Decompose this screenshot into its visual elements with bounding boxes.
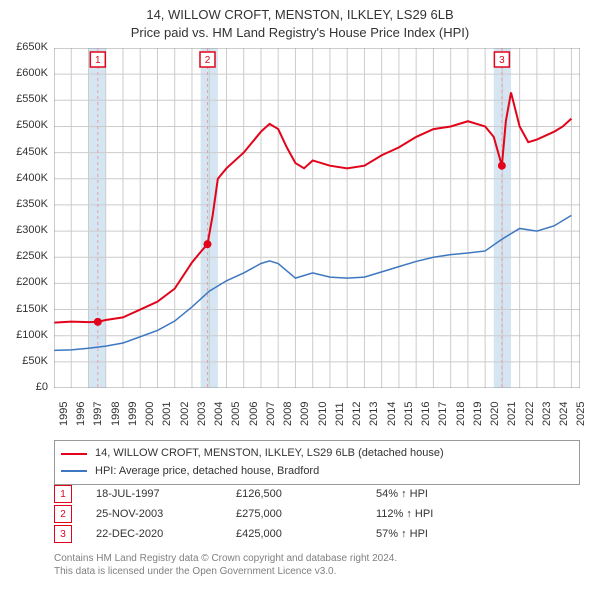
x-tick-label: 2006 bbox=[248, 402, 260, 426]
x-tick-label: 2020 bbox=[489, 402, 501, 426]
x-tick-label: 2025 bbox=[575, 402, 587, 426]
sales-row: 3 22-DEC-2020£425,00057% ↑ HPI bbox=[54, 524, 580, 544]
legend-swatch bbox=[61, 453, 87, 455]
x-axis-labels: 1995 1996 1997 1998 1999 2000 2001 2002 2003 2004… bbox=[54, 392, 580, 442]
sale-pct: 54% ↑ HPI bbox=[376, 488, 580, 500]
legend-swatch bbox=[61, 470, 87, 472]
title-line-2: Price paid vs. HM Land Registry's House … bbox=[0, 24, 600, 42]
sale-date: 18-JUL-1997 bbox=[96, 488, 236, 500]
svg-text:3: 3 bbox=[499, 55, 505, 66]
legend-item: HPI: Average price, detached house, Brad… bbox=[61, 463, 573, 481]
sale-marker-box: 2 bbox=[54, 505, 72, 523]
sale-marker-box: 3 bbox=[54, 525, 72, 543]
x-tick-label: 2010 bbox=[317, 402, 329, 426]
svg-text:1: 1 bbox=[95, 55, 101, 66]
y-tick-label: £150K bbox=[0, 303, 48, 315]
sales-row: 2 25-NOV-2003£275,000112% ↑ HPI bbox=[54, 504, 580, 524]
x-tick-label: 2014 bbox=[386, 402, 398, 426]
x-tick-label: 1995 bbox=[58, 402, 70, 426]
x-tick-label: 2009 bbox=[299, 402, 311, 426]
y-tick-label: £100K bbox=[0, 329, 48, 341]
legend-label: 14, WILLOW CROFT, MENSTON, ILKLEY, LS29 … bbox=[95, 445, 444, 463]
y-tick-label: £50K bbox=[0, 355, 48, 367]
sale-date: 25-NOV-2003 bbox=[96, 508, 236, 520]
x-tick-label: 2011 bbox=[334, 402, 346, 426]
x-tick-label: 2022 bbox=[524, 402, 536, 426]
x-tick-label: 2007 bbox=[265, 402, 277, 426]
sale-marker-box: 1 bbox=[54, 485, 72, 503]
x-tick-label: 2012 bbox=[351, 402, 363, 426]
y-tick-label: £650K bbox=[0, 41, 48, 53]
x-tick-label: 2018 bbox=[455, 402, 467, 426]
sale-price: £275,000 bbox=[236, 508, 376, 520]
x-tick-label: 1997 bbox=[92, 402, 104, 426]
footnote-line-2: This data is licensed under the Open Gov… bbox=[54, 565, 580, 578]
x-tick-label: 1996 bbox=[75, 402, 87, 426]
x-tick-label: 1999 bbox=[127, 402, 139, 426]
x-tick-label: 2000 bbox=[144, 402, 156, 426]
sale-date: 22-DEC-2020 bbox=[96, 528, 236, 540]
legend-item: 14, WILLOW CROFT, MENSTON, ILKLEY, LS29 … bbox=[61, 445, 573, 463]
svg-text:2: 2 bbox=[205, 55, 211, 66]
x-tick-label: 2013 bbox=[368, 402, 380, 426]
footnote-line-1: Contains HM Land Registry data © Crown c… bbox=[54, 552, 580, 565]
x-tick-label: 2002 bbox=[179, 402, 191, 426]
footnote: Contains HM Land Registry data © Crown c… bbox=[54, 552, 580, 578]
x-tick-label: 2017 bbox=[437, 402, 449, 426]
legend-label: HPI: Average price, detached house, Brad… bbox=[95, 463, 319, 481]
x-tick-label: 1998 bbox=[110, 402, 122, 426]
x-tick-label: 2024 bbox=[558, 402, 570, 426]
x-tick-label: 2005 bbox=[230, 402, 242, 426]
x-tick-label: 2004 bbox=[213, 402, 225, 426]
y-tick-label: £550K bbox=[0, 93, 48, 105]
sale-price: £425,000 bbox=[236, 528, 376, 540]
chart-title: 14, WILLOW CROFT, MENSTON, ILKLEY, LS29 … bbox=[0, 0, 600, 42]
x-tick-label: 2016 bbox=[420, 402, 432, 426]
y-tick-label: £250K bbox=[0, 250, 48, 262]
x-tick-label: 2003 bbox=[196, 402, 208, 426]
chart-container: { "title_line1": "14, WILLOW CROFT, MENS… bbox=[0, 0, 600, 590]
y-tick-label: £450K bbox=[0, 146, 48, 158]
y-tick-label: £500K bbox=[0, 119, 48, 131]
x-tick-label: 2008 bbox=[282, 402, 294, 426]
x-tick-label: 2001 bbox=[161, 402, 173, 426]
x-tick-label: 2021 bbox=[506, 402, 518, 426]
y-tick-label: £200K bbox=[0, 276, 48, 288]
sale-price: £126,500 bbox=[236, 488, 376, 500]
x-tick-label: 2015 bbox=[403, 402, 415, 426]
sales-row: 1 18-JUL-1997£126,50054% ↑ HPI bbox=[54, 484, 580, 504]
y-tick-label: £600K bbox=[0, 67, 48, 79]
legend-box: 14, WILLOW CROFT, MENSTON, ILKLEY, LS29 … bbox=[54, 440, 580, 485]
y-tick-label: £300K bbox=[0, 224, 48, 236]
y-tick-label: £350K bbox=[0, 198, 48, 210]
sale-pct: 57% ↑ HPI bbox=[376, 528, 580, 540]
x-tick-label: 2019 bbox=[472, 402, 484, 426]
title-line-1: 14, WILLOW CROFT, MENSTON, ILKLEY, LS29 … bbox=[0, 6, 600, 24]
y-tick-label: £400K bbox=[0, 172, 48, 184]
sale-pct: 112% ↑ HPI bbox=[376, 508, 580, 520]
y-tick-label: £0 bbox=[0, 381, 48, 393]
chart-plot: 1 2 3 bbox=[54, 48, 580, 388]
sales-table: 1 18-JUL-1997£126,50054% ↑ HPI 2 25-NOV-200… bbox=[54, 484, 580, 544]
x-tick-label: 2023 bbox=[541, 402, 553, 426]
